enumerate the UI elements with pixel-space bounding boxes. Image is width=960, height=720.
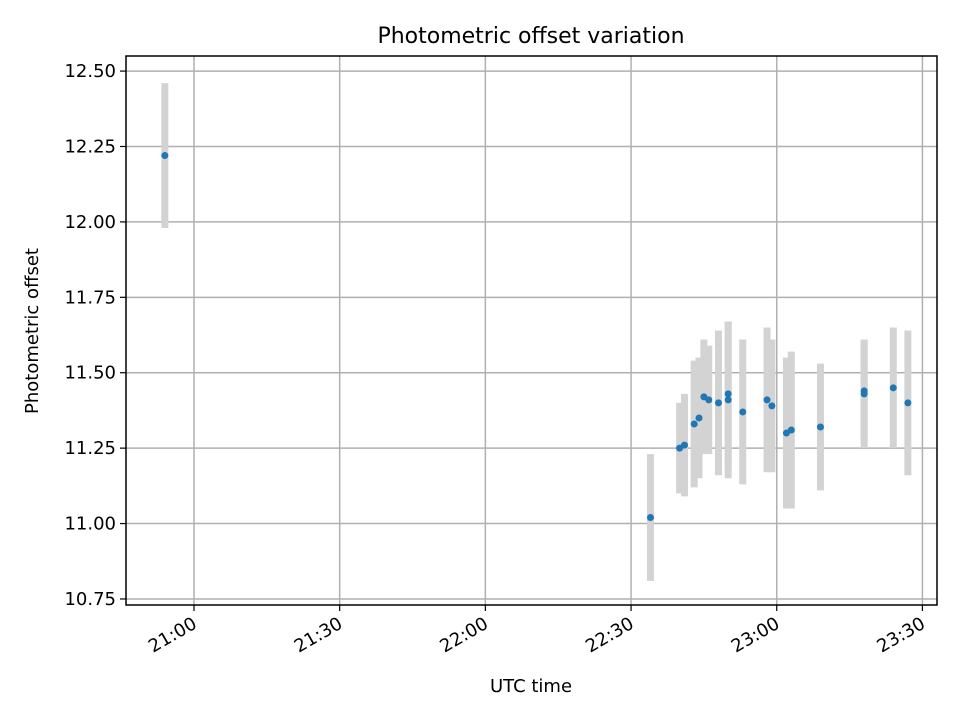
y-tick-label: 11.75 [64,287,116,308]
y-tick-label: 11.25 [64,438,116,459]
x-axis-label: UTC time [490,676,572,697]
data-point [680,441,688,449]
data-point-layer [161,152,912,522]
data-point [646,514,654,522]
data-point [904,399,912,407]
y-axis-label: Photometric offset [22,248,43,414]
y-tick-label: 12.00 [64,212,116,233]
y-tick-label: 11.00 [64,514,116,535]
data-point [768,402,776,410]
y-tick-label: 12.50 [64,61,116,82]
data-point [860,387,868,395]
data-point [705,396,713,404]
y-tick-label: 11.50 [64,363,116,384]
data-point [724,396,732,404]
y-tick-label: 12.25 [64,136,116,157]
y-tick-label: 10.75 [64,589,116,610]
data-point [690,420,698,428]
grid-layer [126,56,937,605]
data-point [695,414,703,422]
data-point [816,423,824,431]
data-point [889,384,897,392]
data-point [714,399,722,407]
data-point [763,396,771,404]
data-point [787,426,795,434]
data-point [724,390,732,398]
data-point [161,152,169,160]
plot-frame [125,55,938,606]
chart-title: Photometric offset variation [377,24,684,49]
data-point [739,408,747,416]
